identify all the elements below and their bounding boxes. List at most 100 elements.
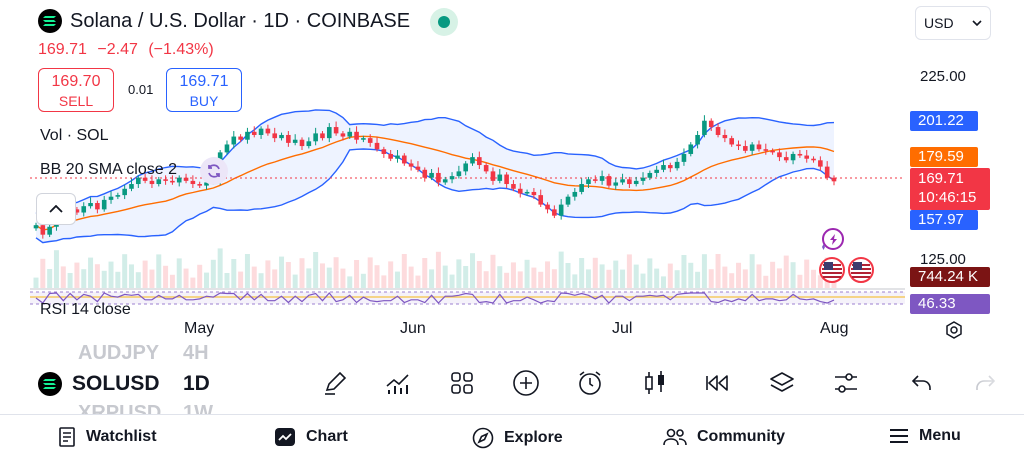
candle [804, 150, 810, 163]
volume-bar [231, 259, 237, 288]
candle [538, 189, 544, 207]
symbol-picker-ghost[interactable]: XRPUSD [78, 402, 161, 414]
symbol-picker[interactable]: SOLUSD [38, 372, 160, 396]
replay-button[interactable] [701, 366, 735, 400]
candle [197, 181, 202, 188]
currency-select[interactable]: USD [915, 6, 991, 40]
volume-bar [490, 254, 496, 288]
candle [763, 143, 769, 155]
candle [361, 135, 366, 143]
symbol-header[interactable]: Solana / U.S. Dollar · 1D · COINBASE [38, 9, 410, 33]
candle [695, 131, 700, 149]
candle [736, 140, 741, 151]
candle [592, 175, 598, 184]
candle [388, 150, 393, 162]
object-tree-button[interactable] [765, 366, 799, 400]
rsi-legend[interactable]: RSI 14 close [40, 301, 131, 314]
candle [190, 175, 196, 188]
bb-basis-tag: 179.59 [910, 147, 978, 167]
us-flag-event-icon[interactable] [819, 257, 845, 283]
volume-bar [190, 277, 196, 288]
candle [163, 175, 168, 185]
candle [183, 173, 189, 184]
candle [156, 176, 162, 187]
volume-bar [497, 266, 503, 288]
volume-bar [579, 258, 585, 288]
volume-bar [285, 262, 291, 288]
candle [408, 159, 414, 171]
chevron-up-icon [49, 205, 63, 213]
nav-chart[interactable]: Chart [274, 427, 348, 447]
volume-legend[interactable]: Vol · SOL [40, 127, 109, 144]
layout-button[interactable] [445, 366, 479, 400]
volume-bar [313, 252, 319, 288]
bollinger-legend[interactable]: BB 20 SMA close 2 [40, 161, 177, 178]
candle [777, 148, 782, 162]
volume-bar [790, 262, 796, 288]
alert-button[interactable] [573, 366, 607, 400]
candle [95, 200, 100, 214]
chart-settings-toolbar-button[interactable] [829, 366, 863, 400]
candle [517, 183, 523, 198]
volume-bar [572, 274, 578, 288]
volume-bar [244, 254, 250, 288]
pencil-icon [325, 371, 347, 395]
volume-bar [736, 262, 742, 288]
volume-bar [94, 264, 100, 288]
candle [831, 175, 837, 186]
timeframe-picker[interactable]: 1D [183, 372, 210, 395]
tf-picker-ghost[interactable]: 4H [183, 342, 209, 365]
nav-explore-label: Explore [504, 429, 563, 446]
tf-picker-ghost[interactable]: 1W [183, 402, 213, 414]
volume-bar [88, 257, 94, 288]
candle [374, 137, 380, 152]
price-change-percent: (−1.43%) [148, 41, 214, 58]
nav-menu-label: Menu [919, 427, 961, 444]
undo-button[interactable] [905, 366, 939, 400]
add-button[interactable] [509, 366, 543, 400]
volume-bar [763, 275, 769, 288]
volume-bar [429, 269, 435, 288]
candle [702, 115, 707, 138]
collapse-legend-button[interactable] [36, 193, 76, 225]
volume-bar [776, 268, 782, 288]
rsi-line [35, 292, 835, 304]
price-change: −2.47 [97, 41, 138, 58]
volume-bar [510, 262, 516, 288]
candle [224, 140, 230, 155]
buy-button[interactable]: 169.71 BUY [166, 68, 242, 112]
sell-button[interactable]: 169.70 SELL [38, 68, 114, 112]
volume-bar [197, 264, 203, 288]
chart-settings-button[interactable] [944, 320, 964, 345]
candle [558, 199, 564, 220]
volume-bar [422, 258, 428, 288]
us-flag-event-icon[interactable] [848, 257, 874, 283]
symbol-picker-ghost[interactable]: AUDJPY [78, 342, 159, 365]
swap-indicator-button[interactable] [200, 157, 228, 185]
volume-bar [613, 260, 619, 288]
nav-explore[interactable]: Explore [472, 427, 563, 449]
nav-menu[interactable]: Menu [889, 427, 961, 445]
volume-bar [115, 271, 121, 288]
candle [33, 222, 39, 231]
candle [299, 137, 305, 151]
candle [74, 206, 80, 215]
candle [122, 184, 127, 200]
chart-type-button[interactable] [638, 366, 672, 400]
drawing-tools-button[interactable] [318, 366, 352, 400]
candle [463, 161, 468, 176]
rsi-tag: 46.33 [910, 294, 990, 314]
candle [313, 127, 318, 146]
candle [647, 170, 653, 181]
candle [129, 178, 134, 192]
nav-community[interactable]: Community [663, 427, 785, 447]
sparkle-event-icon[interactable] [818, 227, 844, 253]
volume-bar [142, 260, 148, 288]
volume-bar [354, 260, 360, 288]
nav-watchlist[interactable]: Watchlist [58, 427, 157, 447]
volume-bar [128, 264, 134, 288]
market-open-indicator[interactable] [430, 8, 458, 36]
indicators-button[interactable] [381, 366, 415, 400]
volume-bar [156, 254, 162, 288]
volume-bar [238, 271, 244, 288]
